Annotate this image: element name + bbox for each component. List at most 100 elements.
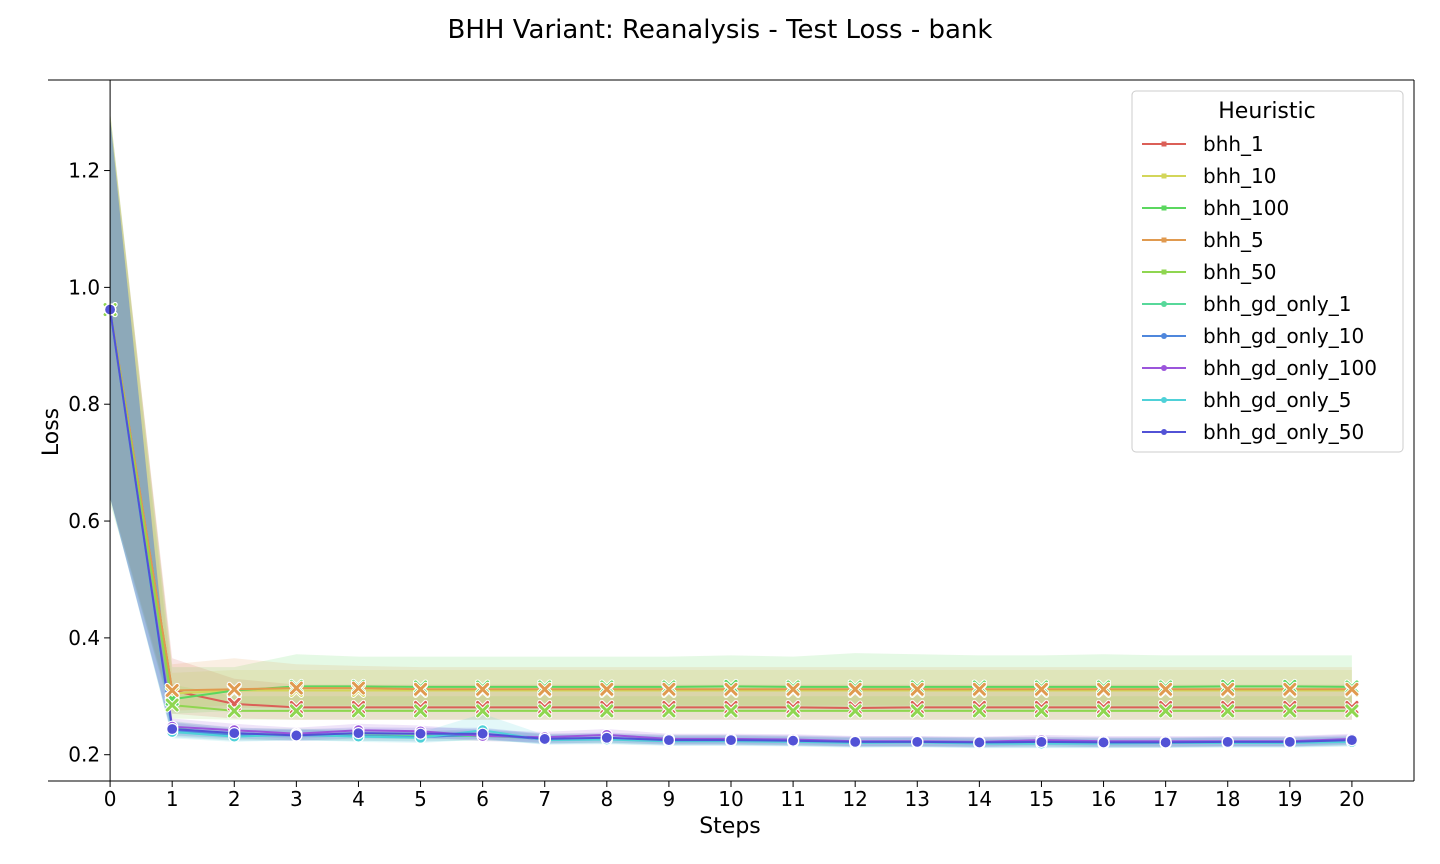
legend-label-bhh_10: bhh_10 [1203, 164, 1277, 188]
legend-swatch-marker-bhh_1 [1161, 141, 1167, 147]
marker-bhh_50-18 [1220, 703, 1236, 719]
marker-bhh_gd_only_50-20 [1345, 734, 1359, 747]
marker-bhh_gd_only_50-11 [786, 734, 800, 747]
marker-bhh_5-8 [599, 681, 615, 697]
marker-bhh_gd_only_50-19 [1283, 735, 1296, 748]
x-tick-label-2: 2 [228, 787, 241, 811]
marker-bhh_gd_only_50-14 [973, 736, 986, 749]
y-tick-label-4: 1.0 [68, 275, 100, 299]
legend-label-bhh_50: bhh_50 [1203, 260, 1277, 284]
x-axis-title: Steps [699, 814, 761, 839]
legend: Heuristic bhh_1 bhh_10 bhh_100 bhh_5 bhh_50b… [1131, 90, 1404, 453]
marker-bhh_5-5 [413, 681, 429, 697]
legend-box [1131, 90, 1404, 453]
marker-bhh_50-5 [413, 703, 429, 719]
marker-bhh_gd_only_50-12 [849, 735, 862, 748]
marker-bhh_gd_only_50-9 [662, 734, 676, 747]
legend-swatch-marker-bhh_gd_only_100 [1161, 365, 1167, 371]
marker-bhh_50-10 [723, 703, 739, 719]
marker-bhh_gd_only_50-3 [290, 729, 303, 742]
x-tick-label-19: 19 [1277, 787, 1302, 811]
legend-items: bhh_1 bhh_10 bhh_100 bhh_5 bhh_50 bhh_gd_only… [1142, 132, 1377, 444]
marker-bhh_50-1 [164, 697, 180, 713]
x-tick-label-7: 7 [538, 787, 551, 811]
marker-bhh_gd_only_50-5 [414, 727, 427, 740]
marker-bhh_5-7 [537, 681, 553, 697]
marker-bhh_gd_only_50-1 [166, 722, 179, 736]
marker-bhh_50-4 [350, 703, 366, 719]
marker-bhh_gd_only_50-16 [1097, 736, 1110, 749]
marker-bhh_5-6 [475, 681, 491, 697]
marker-bhh_5-14 [971, 681, 987, 697]
marker-bhh_5-17 [1158, 681, 1174, 697]
legend-label-bhh_gd_only_100: bhh_gd_only_100 [1203, 356, 1377, 380]
marker-bhh_50-9 [661, 703, 677, 719]
legend-swatch-marker-bhh_100 [1161, 205, 1167, 211]
marker-bhh_gd_only_50-15 [1035, 735, 1048, 748]
marker-bhh_50-2 [226, 703, 242, 719]
marker-bhh_gd_only_50-18 [1221, 735, 1234, 748]
x-tick-label-12: 12 [842, 787, 867, 811]
x-tick-label-1: 1 [166, 787, 179, 811]
marker-bhh_50-3 [288, 703, 304, 719]
marker-bhh_5-9 [661, 681, 677, 697]
y-tick-label-3: 0.8 [68, 392, 100, 416]
legend-swatch-marker-bhh_gd_only_5 [1161, 397, 1167, 403]
marker-bhh_5-19 [1282, 681, 1298, 697]
y-axis-title: Loss [39, 408, 64, 456]
marker-bhh_gd_only_50-17 [1159, 736, 1172, 749]
marker-bhh_50-14 [971, 703, 987, 719]
x-tick-label-3: 3 [290, 787, 303, 811]
marker-bhh_5-12 [847, 681, 863, 697]
marker-bhh_gd_only_50-2 [228, 726, 241, 740]
marker-bhh_5-20 [1344, 681, 1360, 697]
x-tick-label-10: 10 [718, 787, 743, 811]
marker-bhh_5-1 [164, 682, 180, 698]
y-tick-label-2: 0.6 [68, 509, 100, 533]
marker-bhh_50-19 [1282, 703, 1298, 719]
legend-swatch-marker-bhh_gd_only_50 [1161, 429, 1167, 435]
x-tick-label-13: 13 [905, 787, 930, 811]
legend-title: Heuristic [1218, 99, 1315, 124]
marker-bhh_50-7 [537, 703, 553, 719]
marker-bhh_5-3 [288, 680, 304, 696]
marker-bhh_gd_only_50-4 [352, 726, 365, 740]
marker-bhh_50-13 [909, 703, 925, 719]
x-tick-label-6: 6 [476, 787, 489, 811]
x-ticks: 0 1 2 3 4 5 6 7 8 9 10 11 12 13 14 15 16 17 18 19 20 [104, 781, 1365, 811]
marker-bhh_5-4 [350, 680, 366, 696]
x-tick-label-20: 20 [1339, 787, 1364, 811]
marker-bhh_50-12 [847, 703, 863, 719]
x-tick-label-14: 14 [967, 787, 992, 811]
legend-label-bhh_gd_only_50: bhh_gd_only_50 [1203, 420, 1364, 444]
marker-bhh_gd_only_50-8 [600, 731, 613, 744]
legend-label-bhh_5: bhh_5 [1203, 228, 1264, 252]
legend-label-bhh_1: bhh_1 [1203, 132, 1264, 156]
chart-title: BHH Variant: Reanalysis - Test Loss - ba… [448, 15, 993, 45]
y-tick-label-0: 0.2 [68, 743, 100, 767]
marker-bhh_gd_only_50-13 [911, 735, 924, 748]
x-tick-label-15: 15 [1029, 787, 1054, 811]
marker-bhh_50-8 [599, 703, 615, 719]
marker-bhh_50-6 [475, 703, 491, 719]
x-tick-label-5: 5 [414, 787, 427, 811]
legend-label-bhh_100: bhh_100 [1203, 196, 1289, 220]
marker-bhh_5-15 [1033, 681, 1049, 697]
legend-swatch-marker-bhh_gd_only_10 [1161, 333, 1167, 339]
legend-label-bhh_gd_only_10: bhh_gd_only_10 [1203, 324, 1364, 348]
marker-bhh_50-15 [1033, 703, 1049, 719]
series-markers [102, 302, 1360, 750]
x-tick-label-4: 4 [352, 787, 365, 811]
legend-label-bhh_gd_only_5: bhh_gd_only_5 [1203, 388, 1351, 412]
x-tick-label-9: 9 [663, 787, 676, 811]
marker-bhh_gd_only_50-10 [724, 734, 738, 747]
marker-bhh_50-11 [785, 703, 801, 719]
x-tick-label-0: 0 [104, 787, 117, 811]
x-tick-label-17: 17 [1153, 787, 1178, 811]
marker-bhh_5-18 [1220, 681, 1236, 697]
marker-bhh_gd_only_50-7 [538, 732, 551, 746]
legend-swatch-marker-bhh_5 [1161, 237, 1167, 243]
legend-swatch-marker-bhh_10 [1161, 173, 1167, 179]
